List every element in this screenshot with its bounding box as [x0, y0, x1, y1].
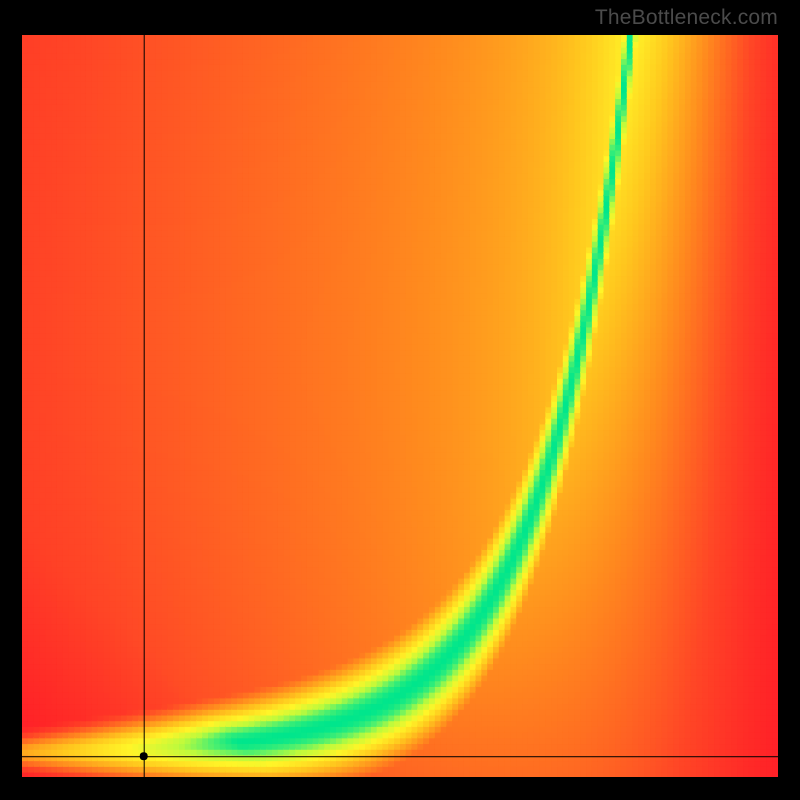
chart-container: TheBottleneck.com — [0, 0, 800, 800]
watermark-text: TheBottleneck.com — [595, 6, 778, 30]
overlay-canvas — [0, 0, 800, 800]
